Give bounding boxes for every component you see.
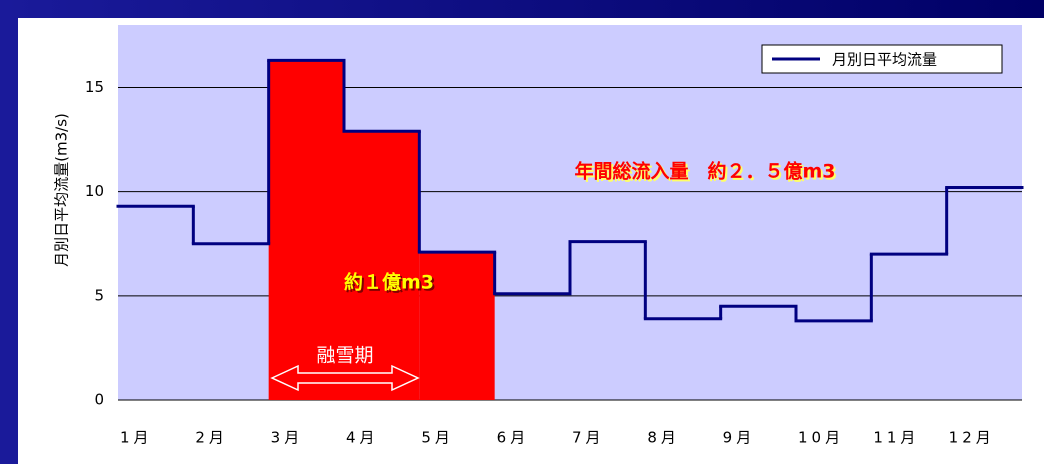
y-axis-label: 月別日平均流量(m3/s) (53, 113, 71, 267)
double-arrow (270, 364, 420, 392)
y-tick-label: 5 (94, 286, 104, 304)
annotation-shadow: 約１億m3 (346, 273, 436, 296)
x-tick-label: 3月 (271, 429, 304, 447)
highlight-area (268, 60, 344, 401)
x-tick-label: 5月 (421, 429, 454, 447)
marks (116, 58, 1024, 401)
y-tick-label: 0 (94, 391, 104, 409)
x-tick-label: 7月 (572, 429, 605, 447)
annotation-shadow: 年間総流入量 約２．５億m3 (576, 162, 837, 185)
x-tick-label: 11月 (873, 429, 919, 447)
highlight-area (419, 252, 495, 400)
x-tick-label: 9月 (723, 429, 756, 447)
legend-label: 月別日平均流量 (832, 51, 937, 69)
x-tick-label: 8月 (647, 429, 680, 447)
highlight-area (344, 131, 420, 400)
x-tick-label: 10月 (798, 429, 844, 447)
x-tick-label: 1月 (120, 429, 153, 447)
y-tick-label: 10 (85, 182, 104, 200)
y-tick-label: 15 (85, 78, 104, 96)
x-tick-label: 4月 (346, 429, 379, 447)
annotation: 年間総流入量 約２．５億m3 (574, 160, 835, 183)
annotation: 融雪期 (316, 345, 373, 367)
plot-area (118, 25, 1022, 400)
x-tick-label: 6月 (497, 429, 530, 447)
x-tick-label: 2月 (195, 429, 228, 447)
annotation: 約１億m3 (344, 271, 434, 294)
x-tick-label: 12月 (949, 429, 995, 447)
